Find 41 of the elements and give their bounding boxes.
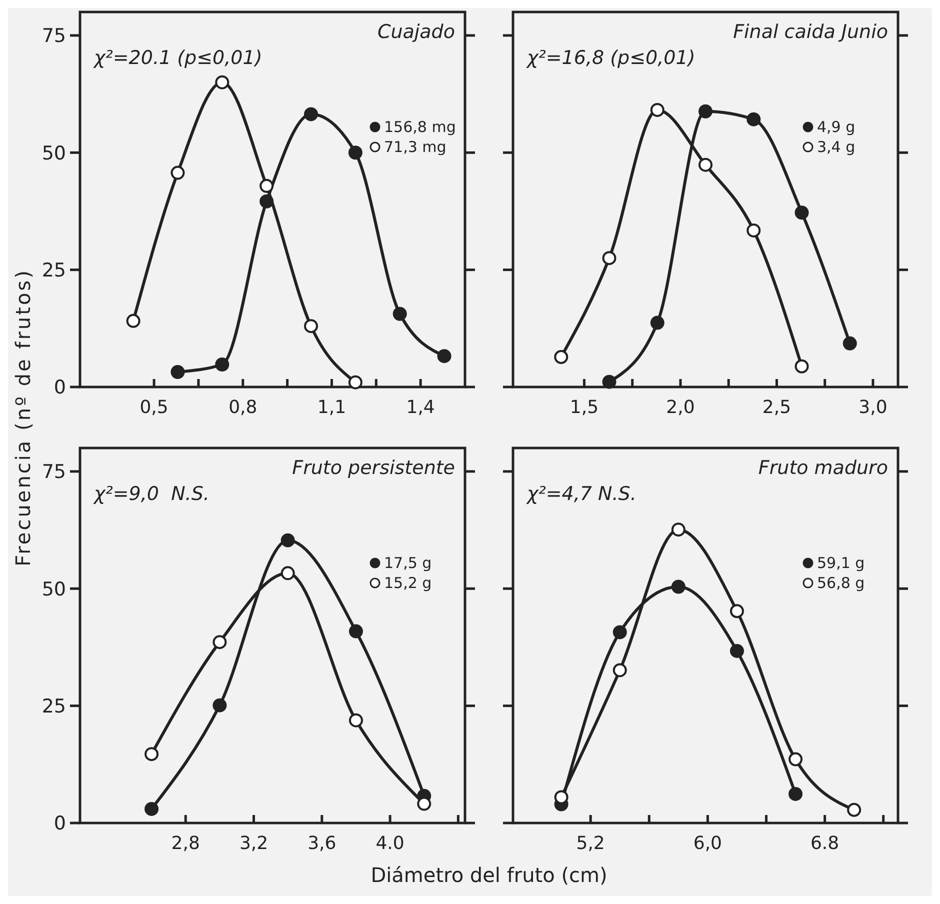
legend-label: 156,8 mg: [384, 118, 456, 136]
y-tick-label: 0: [54, 812, 66, 835]
x-tick-label: 0,8: [228, 397, 258, 418]
x-tick-label: 2,0: [666, 397, 695, 418]
y-tick-label: 50: [42, 142, 66, 164]
x-tick-label: 6.8: [810, 833, 840, 854]
y-axis-title: Frecuencia (nº de frutos): [11, 268, 35, 566]
x-tick-label: 4.0: [376, 833, 404, 854]
annotation: χ²=20.1 (p≤0,01): [93, 47, 262, 69]
text: Fruto persistente: [292, 457, 455, 479]
x-tick-label: 0,5: [140, 397, 168, 418]
x-tick-label: 5,2: [576, 833, 605, 854]
annotation: χ²=16,8 (p≤0,01): [526, 47, 696, 69]
x-tick-label: 6,0: [693, 833, 722, 854]
y-tick-label: 25: [42, 695, 66, 718]
x-axis-title: Diámetro del fruto (cm): [370, 863, 608, 887]
legend-label: 17,5 g: [384, 554, 432, 572]
y-tick-label: 75: [42, 25, 66, 48]
annotation: χ²=4,7 N.S.: [526, 483, 636, 505]
y-tick-label: 75: [42, 461, 66, 484]
x-tick-label: 2,5: [762, 397, 792, 418]
annotation: χ²=9,0 N.S.: [93, 483, 210, 505]
text: Cuajado: [377, 21, 455, 43]
y-tick-label: 50: [42, 578, 66, 600]
legend-label: 4,9 g: [817, 118, 856, 136]
text: Fruto maduro: [758, 457, 888, 479]
x-tick-label: 3,0: [858, 397, 888, 418]
legend-label: 59,1 g: [817, 554, 865, 572]
x-tick-label: 1,5: [570, 397, 599, 418]
y-tick-label: 25: [42, 259, 66, 282]
x-tick-label: 1,1: [317, 397, 346, 418]
legend-label: 3,4 g: [817, 138, 856, 156]
legend-label: 15,2 g: [384, 574, 432, 592]
x-tick-label: 3,6: [308, 833, 336, 854]
legend-label: 56,8 g: [817, 574, 865, 592]
x-tick-label: 3,2: [239, 833, 268, 854]
x-tick-label: 1,4: [406, 397, 435, 418]
text: Final caida Junio: [733, 21, 888, 43]
x-tick-label: 2,8: [171, 833, 200, 854]
y-tick-label: 0: [54, 376, 66, 399]
legend-label: 71,3 mg: [384, 138, 446, 156]
